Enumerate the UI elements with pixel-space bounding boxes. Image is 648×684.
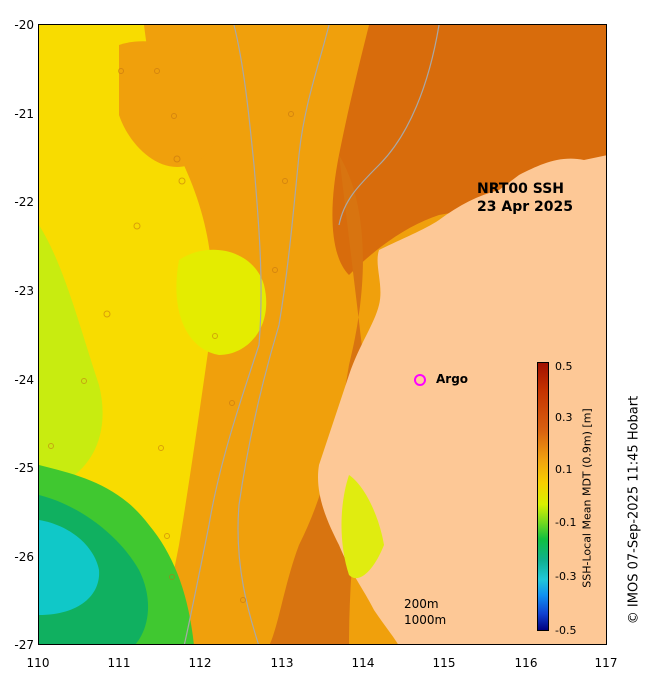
argo-legend-label: Argo	[436, 372, 469, 386]
y-tick-label: -22	[14, 195, 34, 209]
credit-text: © IMOS 07-Sep-2025 11:45 Hobart	[626, 395, 642, 625]
colorbar-tick-label: -0.3	[555, 570, 577, 583]
x-tick-label: 117	[594, 656, 618, 670]
colorbar-title: SSH-Local Mean MDT (0.9m) [m]	[580, 408, 594, 588]
land	[318, 185, 606, 644]
ssh-cyan-zone	[39, 520, 100, 615]
ssh-lime-patch	[176, 249, 267, 355]
contour-1000m-label: 1000m	[404, 613, 447, 627]
land-northwest-cape	[439, 155, 606, 220]
y-tick-label: -23	[14, 284, 34, 298]
ssh-map	[38, 24, 607, 645]
y-tick-label: -27	[14, 638, 34, 652]
x-tick-label: 115	[432, 656, 456, 670]
y-tick-label: -26	[14, 550, 34, 564]
ssh-lime-band	[39, 225, 103, 495]
colorbar-tick-label: -0.1	[555, 516, 577, 529]
ssh-eddy-north	[119, 41, 220, 167]
colorbar-tick-label: 0.1	[555, 463, 573, 476]
x-tick-label: 111	[107, 656, 131, 670]
contour-200m	[237, 25, 330, 644]
contour-200m-north	[338, 25, 440, 226]
ssh-high-zone	[332, 25, 606, 275]
y-tick-label: -20	[14, 18, 34, 32]
x-tick-label: 112	[188, 656, 212, 670]
contour-1000m	[183, 25, 262, 644]
argo-marker-icon	[414, 374, 426, 386]
colorbar-tick-label: 0.5	[555, 360, 573, 373]
y-tick-label: -21	[14, 107, 34, 121]
colorbar-tick-label: -0.5	[555, 624, 577, 637]
x-tick-label: 116	[514, 656, 538, 670]
ssh-shark-bay	[341, 475, 384, 579]
y-tick-label: -25	[14, 461, 34, 475]
map-date: 23 Apr 2025	[477, 199, 573, 215]
y-tick-label: -24	[14, 373, 34, 387]
contour-200m-label: 200m	[404, 597, 439, 611]
x-tick-label: 113	[270, 656, 294, 670]
map-title: NRT00 SSH	[477, 181, 565, 197]
drifter-markers	[48, 68, 294, 603]
ssh-field	[39, 25, 606, 644]
colorbar-tick-label: 0.3	[555, 411, 573, 424]
colorbar	[537, 362, 549, 631]
x-tick-label: 110	[26, 656, 50, 670]
x-tick-label: 114	[351, 656, 375, 670]
